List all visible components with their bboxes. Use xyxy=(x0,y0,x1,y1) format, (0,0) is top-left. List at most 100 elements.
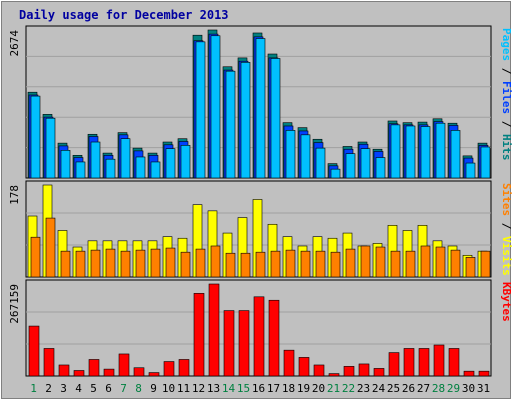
x-tick-label: 16 xyxy=(252,382,265,395)
bar-pages-day-10 xyxy=(165,148,176,179)
bar-kbytes-day-7 xyxy=(118,353,130,377)
bar-sites-day-20 xyxy=(315,250,326,278)
x-tick-label: 23 xyxy=(357,382,370,395)
x-tick-label: 13 xyxy=(207,382,220,395)
bar-pages-day-18 xyxy=(285,130,296,179)
bar-sites-day-12 xyxy=(195,248,206,278)
bar-kbytes-day-20 xyxy=(313,364,325,377)
bar-kbytes-day-31 xyxy=(478,370,490,377)
bar-sites-day-26 xyxy=(405,250,416,278)
bar-kbytes-day-25 xyxy=(388,352,400,377)
x-tick-label: 6 xyxy=(105,382,112,395)
x-tick-label: 8 xyxy=(135,382,142,395)
legend-separator: / xyxy=(500,114,512,134)
bar-sites-day-4 xyxy=(75,250,86,278)
bar-sites-day-31 xyxy=(480,250,491,278)
scale-label-top: 2674 xyxy=(8,30,21,57)
bar-pages-day-28 xyxy=(435,122,446,179)
legend-item-pages: Pages xyxy=(500,28,512,61)
bar-kbytes-day-3 xyxy=(58,364,70,377)
bar-sites-day-5 xyxy=(90,249,101,278)
bar-kbytes-day-11 xyxy=(178,359,190,377)
x-tick-label: 17 xyxy=(267,382,280,395)
bar-kbytes-day-27 xyxy=(418,348,430,377)
bar-pages-day-26 xyxy=(405,125,416,179)
bar-sites-day-18 xyxy=(285,249,296,278)
legend-bottom: KBytes xyxy=(500,282,512,322)
legend-separator: / xyxy=(500,216,512,236)
x-tick-label: 21 xyxy=(327,382,340,395)
bar-kbytes-day-8 xyxy=(133,367,145,377)
bar-sites-day-8 xyxy=(135,249,146,278)
legend-item-hits: Hits xyxy=(500,134,512,161)
legend-separator: / xyxy=(500,61,512,81)
bar-pages-day-17 xyxy=(270,58,281,179)
legend-item-kbytes: KBytes xyxy=(500,282,512,322)
bar-sites-day-14 xyxy=(225,252,236,278)
bar-pages-day-21 xyxy=(330,168,341,179)
chart-title: Daily usage for December 2013 xyxy=(19,8,229,22)
bar-kbytes-day-30 xyxy=(463,370,475,377)
bar-pages-day-22 xyxy=(345,153,356,179)
bar-kbytes-day-14 xyxy=(223,310,235,377)
bar-sites-day-30 xyxy=(465,257,476,278)
bar-sites-day-28 xyxy=(435,246,446,278)
x-tick-label: 12 xyxy=(192,382,205,395)
x-tick-label: 25 xyxy=(387,382,400,395)
x-tick-label: 2 xyxy=(45,382,52,395)
bar-kbytes-day-1 xyxy=(28,325,40,377)
bar-pages-day-20 xyxy=(315,147,326,179)
bar-kbytes-day-21 xyxy=(328,373,340,377)
x-tick-label: 19 xyxy=(297,382,310,395)
bar-kbytes-day-12 xyxy=(193,293,205,377)
x-tick-label: 3 xyxy=(60,382,67,395)
bar-pages-day-2 xyxy=(45,117,56,179)
x-tick-label: 15 xyxy=(237,382,250,395)
chart-frame-dark xyxy=(1,1,511,399)
bar-kbytes-day-16 xyxy=(253,296,265,377)
bar-pages-day-8 xyxy=(135,156,146,179)
bar-sites-day-3 xyxy=(60,250,71,278)
legend-item-files: Files xyxy=(500,81,512,114)
x-tick-label: 14 xyxy=(222,382,236,395)
bar-kbytes-day-26 xyxy=(403,348,415,377)
legend-middle: Sites / Visits xyxy=(500,183,512,276)
bar-kbytes-day-19 xyxy=(298,357,310,377)
bar-kbytes-day-23 xyxy=(358,363,370,377)
scale-label-bottom: 267159 xyxy=(8,284,21,324)
bar-pages-day-19 xyxy=(300,134,311,179)
bar-kbytes-day-24 xyxy=(373,368,385,377)
bar-sites-day-19 xyxy=(300,250,311,278)
bar-pages-day-1 xyxy=(30,95,41,179)
bar-pages-day-25 xyxy=(390,124,401,179)
bar-pages-day-4 xyxy=(75,161,86,179)
bar-sites-day-29 xyxy=(450,249,461,278)
x-tick-label: 28 xyxy=(432,382,445,395)
scale-label-middle: 178 xyxy=(8,185,21,205)
bar-pages-day-7 xyxy=(120,138,131,179)
bar-kbytes-day-13 xyxy=(208,283,220,377)
x-tick-label: 5 xyxy=(90,382,97,395)
x-tick-label: 26 xyxy=(402,382,415,395)
bar-pages-day-31 xyxy=(480,146,491,179)
bar-kbytes-day-6 xyxy=(103,368,115,377)
bar-pages-day-12 xyxy=(195,41,206,179)
x-tick-label: 29 xyxy=(447,382,460,395)
x-tick-label: 31 xyxy=(477,382,490,395)
bar-sites-day-23 xyxy=(360,245,371,278)
bar-sites-day-24 xyxy=(375,246,386,278)
bar-sites-day-7 xyxy=(120,250,131,278)
x-tick-label: 24 xyxy=(372,382,386,395)
bar-kbytes-day-18 xyxy=(283,349,295,377)
bar-sites-day-11 xyxy=(180,251,191,278)
bar-pages-day-29 xyxy=(450,130,461,179)
bar-sites-day-22 xyxy=(345,248,356,278)
x-tick-label: 27 xyxy=(417,382,430,395)
x-tick-label: 9 xyxy=(150,382,157,395)
bar-kbytes-day-22 xyxy=(343,366,355,377)
bar-pages-day-3 xyxy=(60,150,71,179)
bar-pages-day-30 xyxy=(465,162,476,179)
bar-pages-day-24 xyxy=(375,157,386,179)
x-tick-label: 11 xyxy=(177,382,190,395)
x-tick-label: 22 xyxy=(342,382,355,395)
